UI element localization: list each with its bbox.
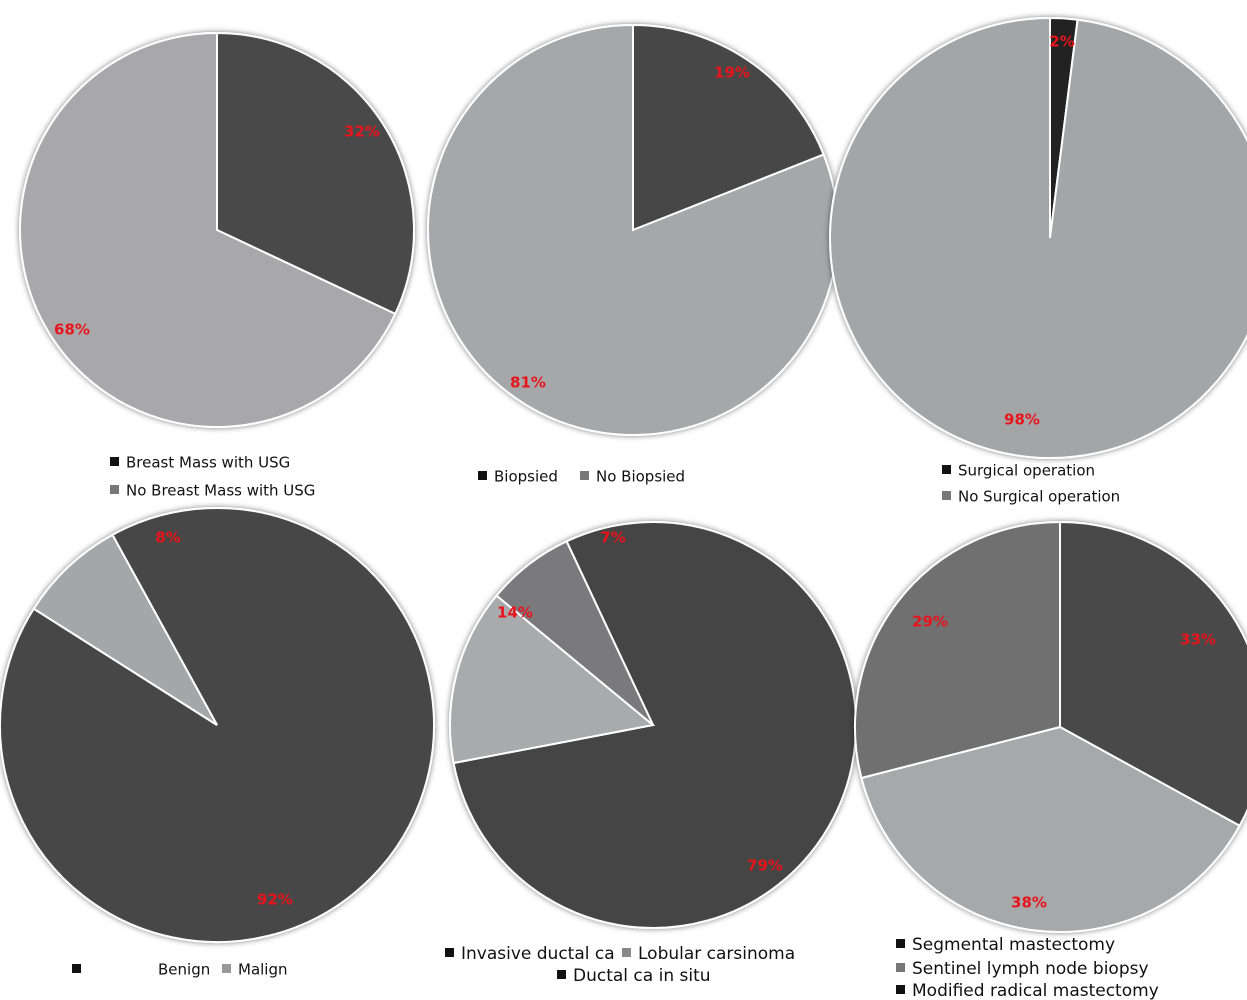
data-label: 92% (257, 891, 293, 909)
pie-slice-ductal-ca-in-situ (495, 539, 654, 726)
legend-swatch (942, 465, 951, 474)
legend-label: Ductal ca in situ (573, 966, 711, 986)
legend-label: Malign (238, 961, 288, 979)
legend-label: No Surgical operation (958, 488, 1120, 506)
data-label: 2% (1049, 33, 1074, 51)
pie-chart-2 (427, 23, 839, 436)
pie-slice-malign (32, 533, 218, 726)
legend-swatch (942, 491, 951, 500)
data-label: 38% (1011, 894, 1047, 912)
pie-slice-no-biopsied (427, 23, 839, 436)
pie-slice-invasive-ductal-ca (452, 521, 857, 929)
pie-chart-3 (828, 16, 1247, 459)
legend-label: Invasive ductal ca (461, 944, 615, 964)
data-label: 81% (510, 374, 546, 392)
legend-label: Surgical operation (958, 462, 1095, 480)
data-label: 32% (344, 123, 380, 141)
legend-swatch (478, 471, 487, 480)
pie-chart-5 (449, 521, 857, 929)
legend-label: Benign (158, 961, 210, 979)
legend-label: No Breast Mass with USG (126, 482, 315, 500)
legend-swatch (110, 457, 119, 466)
pie-slice-lobular-carsinoma (449, 594, 656, 765)
legend-swatch (622, 948, 631, 957)
legend-swatch (896, 963, 905, 972)
data-label: 68% (54, 321, 90, 339)
legend-swatch (896, 985, 905, 994)
pie-slice-no-surgical-operation (828, 16, 1247, 459)
pie-slice-modified-radical-mastectomy (854, 520, 1061, 780)
legend-swatch (222, 964, 231, 973)
legend-label: Sentinel lymph node biopsy (912, 959, 1149, 979)
pie-slice-sentinel-lymph-node-biopsy (860, 725, 1241, 933)
legend-swatch (896, 939, 905, 948)
data-label: 33% (1180, 631, 1216, 649)
pie-chart-6 (854, 520, 1247, 933)
pie-chart-4 (0, 506, 435, 943)
legend-swatch (580, 471, 589, 480)
legend-swatch (557, 970, 566, 979)
pie-slice-no-breast-mass-with-usg (19, 31, 397, 428)
data-label: 98% (1004, 411, 1040, 429)
data-label: 7% (600, 529, 625, 547)
legend-label: Lobular carsinoma (638, 944, 795, 964)
pie-slice-biopsied (632, 23, 825, 232)
data-label: 29% (912, 613, 948, 631)
data-label: 79% (747, 857, 783, 875)
pie-slice-segmental-mastectomy (1059, 520, 1247, 828)
legend-swatch (110, 485, 119, 494)
legend-swatch (445, 948, 454, 957)
pie-slice-breast-mass-with-usg (216, 31, 415, 316)
legend-swatch (72, 964, 81, 973)
data-label: 19% (714, 64, 750, 82)
data-label: 14% (497, 604, 533, 622)
legend-label: Breast Mass with USG (126, 454, 290, 472)
legend-label: Segmental mastectomy (912, 935, 1115, 955)
legend-label: Modified radical mastectomy (912, 981, 1159, 1000)
legend-label: No Biopsied (596, 468, 685, 486)
data-label: 8% (155, 529, 180, 547)
legend-label: Biopsied (494, 468, 558, 486)
pie-chart-1 (19, 31, 415, 428)
